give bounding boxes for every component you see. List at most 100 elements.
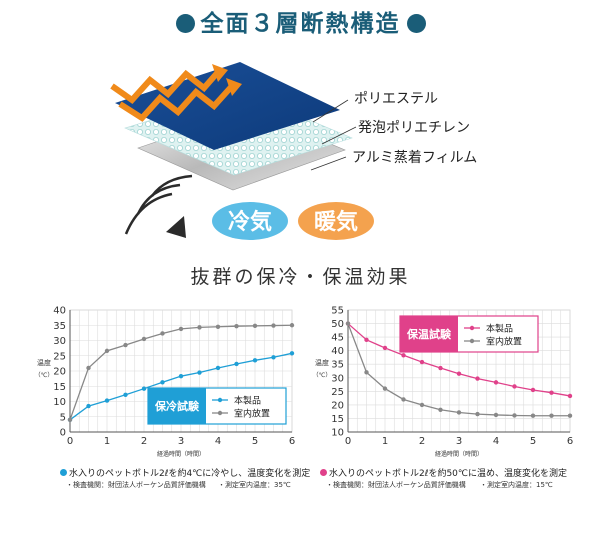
data-point-room <box>160 331 165 336</box>
data-point-product <box>271 355 276 360</box>
y-tick-label: 40 <box>331 346 344 357</box>
data-point-room <box>512 413 517 418</box>
layer-label-foam: 発泡ポリエチレン <box>358 120 470 136</box>
legend-entry: 室内放置 <box>234 408 270 420</box>
data-point-room <box>401 397 406 402</box>
x-tick-label: 5 <box>252 436 258 447</box>
data-point-product <box>419 359 425 365</box>
data-point-product <box>530 387 536 393</box>
legend-title: 保温試験 <box>406 327 452 341</box>
legend-entry: 室内放置 <box>486 336 522 348</box>
data-point-product <box>178 373 184 379</box>
y-tick-label: 10 <box>53 397 66 408</box>
data-point-product <box>512 384 517 389</box>
data-point-product <box>86 403 91 409</box>
x-tick-label: 1 <box>382 436 388 447</box>
title-dot-left <box>175 14 195 33</box>
data-point-product <box>475 376 480 381</box>
data-point-room <box>141 336 147 342</box>
data-point-room <box>456 410 462 415</box>
data-point-room <box>123 342 128 348</box>
title-dot-right <box>406 14 426 33</box>
legend-marker <box>469 338 475 344</box>
y-tick-label: 30 <box>331 373 344 384</box>
x-tick-label: 6 <box>567 436 573 447</box>
data-point-room <box>215 324 221 329</box>
data-point-room <box>289 323 295 328</box>
x-tick-label: 5 <box>530 436 536 447</box>
x-tick-label: 0 <box>345 436 351 447</box>
data-point-room <box>364 370 369 375</box>
data-point-product <box>160 380 165 385</box>
layer-label-aluminum: アルミ蒸着フィルム <box>352 150 478 166</box>
data-point-product <box>141 386 147 391</box>
data-point-room <box>86 365 91 371</box>
y-tick-label: 35 <box>53 321 66 332</box>
x-axis-label: 経過時間（時間） <box>435 450 483 458</box>
data-point-room <box>178 326 184 332</box>
legend-title-box <box>400 316 458 352</box>
x-tick-label: 3 <box>178 436 184 447</box>
data-point-room <box>234 323 239 329</box>
x-tick-label: 4 <box>493 436 499 447</box>
y-tick-label: 15 <box>331 414 344 425</box>
data-point-room <box>493 412 499 418</box>
data-point-room <box>345 321 351 326</box>
y-axis-unit: （℃） <box>313 372 332 379</box>
legend-entry: 本製品 <box>486 323 513 335</box>
data-point-product <box>567 393 573 399</box>
data-point-product <box>364 337 369 343</box>
y-tick-label: 55 <box>331 306 344 317</box>
legend-entry: 本製品 <box>234 395 261 407</box>
page-title: 全面３層断熱構造 <box>200 11 401 37</box>
y-tick-label: 20 <box>331 400 344 411</box>
y-tick-label: 15 <box>53 382 66 393</box>
data-point-product <box>382 345 388 351</box>
data-point-room <box>438 407 443 412</box>
y-tick-label: 50 <box>331 319 344 330</box>
heat-arrows-icon <box>110 64 242 122</box>
data-point-product <box>197 370 202 375</box>
warm-test-room-temp: ・測定室内温度：15℃ <box>480 481 553 489</box>
note-bullet-icon <box>60 469 67 476</box>
header: 全面３層断熱構造 <box>0 4 601 38</box>
data-point-room <box>530 413 536 418</box>
data-point-room <box>197 325 202 330</box>
data-point-room <box>271 323 276 328</box>
effect-title: 抜群の保冷・保温効果 <box>190 266 411 288</box>
data-point-product <box>234 361 239 367</box>
x-tick-label: 2 <box>419 436 425 447</box>
cold-test-lab: ・検査機関：財団法人ボーケン品質評価機構 <box>66 481 206 489</box>
data-point-room <box>67 417 73 422</box>
legend-marker <box>217 410 223 416</box>
y-tick-label: 40 <box>53 306 66 317</box>
legend-title: 保冷試験 <box>154 399 200 413</box>
x-axis-label: 経過時間（時間） <box>157 450 205 458</box>
data-point-product <box>401 353 406 358</box>
x-tick-label: 3 <box>456 436 462 447</box>
y-axis-label: 温度 <box>37 358 51 367</box>
x-tick-label: 1 <box>104 436 110 447</box>
y-tick-label: 25 <box>331 387 344 398</box>
data-point-product <box>123 392 128 397</box>
data-point-product <box>549 390 554 395</box>
data-point-room <box>382 386 388 391</box>
y-tick-label: 5 <box>60 412 66 423</box>
layer-label-polyester: ポリエステル <box>354 91 438 107</box>
cold-test-note-text: 水入りのペットボトル2ℓを約4℃に冷やし、温度変化を測定 <box>69 469 311 479</box>
y-tick-label: 10 <box>331 428 344 439</box>
legend-title-box <box>148 388 206 424</box>
data-point-product <box>493 380 499 385</box>
cold-test-note: 水入りのペットボトル2ℓを約4℃に冷やし、温度変化を測定 <box>60 466 310 479</box>
y-tick-label: 30 <box>53 336 66 347</box>
warm-badge-label: 暖気 <box>314 209 358 235</box>
data-point-product <box>456 371 462 376</box>
y-axis-label: 温度 <box>315 358 329 367</box>
data-point-product <box>438 365 443 371</box>
x-tick-label: 6 <box>289 436 295 447</box>
warm-test-note: 水入りのペットボトル2ℓを約50℃に温め、温度変化を測定 <box>320 466 567 479</box>
data-point-product <box>104 398 110 403</box>
warm-badge <box>298 202 374 240</box>
x-tick-label: 0 <box>67 436 73 447</box>
